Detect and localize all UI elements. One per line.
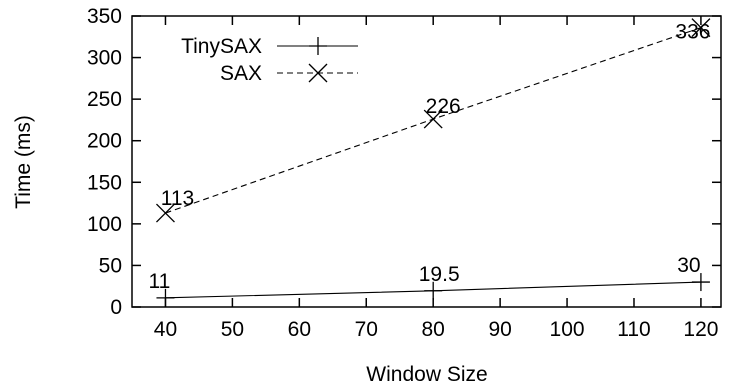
legend: TinySAX SAX — [181, 35, 358, 85]
x-tick-label: 120 — [683, 318, 718, 341]
y-tick-label: 100 — [87, 213, 122, 236]
series-lines — [156, 18, 711, 307]
x-tick-label: 60 — [288, 318, 311, 341]
plot-frame — [131, 15, 722, 308]
sax-data-label: 336 — [675, 21, 710, 44]
tinysax-point-marker — [691, 273, 710, 292]
tinysax-data-label: 11 — [149, 270, 171, 293]
tick-labels: 0 50 100 150 200 250 300 350 40 50 60 70 80 90 100 110 1… — [87, 5, 718, 341]
y-tick-label: 0 — [110, 296, 122, 319]
sax-point-marker — [156, 203, 175, 223]
y-tick-label: 200 — [87, 130, 122, 153]
marker-stroke — [308, 63, 328, 83]
legend-marker-sax — [308, 63, 328, 83]
x-tick-label: 100 — [550, 318, 585, 341]
x-tick-label: 50 — [221, 318, 244, 341]
tinysax-data-label: 19.5 — [419, 263, 460, 286]
x-tick-label: 110 — [617, 318, 650, 341]
marker-stroke — [423, 109, 443, 129]
y-tick-label: 250 — [87, 88, 122, 111]
sax-point-marker — [691, 18, 711, 38]
sax-point-marker — [423, 109, 443, 129]
x-tick-label: 40 — [154, 318, 177, 341]
legend-marker-tinysax — [309, 37, 327, 55]
x-tick-label: 90 — [488, 318, 511, 341]
x-axis-title: Window Size — [366, 363, 487, 386]
y-axis-title: Time (ms) — [12, 115, 35, 209]
tinysax-data-label: 30 — [677, 254, 700, 277]
sax-data-label: 113 — [161, 187, 194, 210]
sax-data-label: 226 — [426, 95, 461, 118]
axes — [131, 15, 722, 308]
data-labels: 11 19.5 30 113 226 336 — [149, 21, 711, 293]
legend-label-tinysax: TinySAX — [181, 35, 262, 58]
y-tick-label: 150 — [87, 171, 122, 194]
x-tick-label: 70 — [355, 318, 378, 341]
tinysax-point-marker — [424, 281, 443, 300]
tinysax-point-marker — [156, 288, 175, 307]
marker-stroke — [156, 203, 175, 223]
legend-label-sax: SAX — [220, 62, 262, 85]
y-tick-label: 50 — [99, 254, 122, 277]
y-tick-label: 300 — [87, 47, 122, 70]
x-tick-label: 80 — [422, 318, 445, 341]
y-tick-label: 350 — [87, 5, 122, 28]
marker-stroke — [691, 18, 711, 38]
